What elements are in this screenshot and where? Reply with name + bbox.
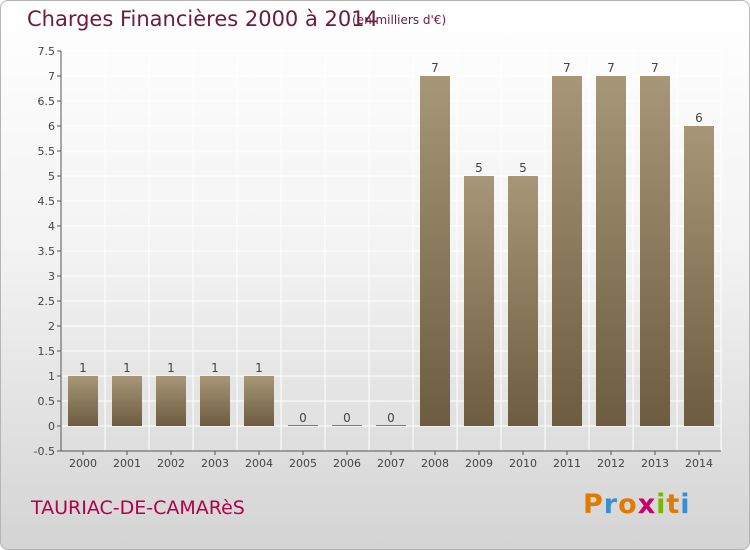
bar-2010[interactable] bbox=[508, 176, 538, 426]
x-tick-label: 2011 bbox=[553, 457, 581, 470]
y-tick-label: 4.5 bbox=[38, 195, 56, 208]
x-tick-label: 2012 bbox=[597, 457, 625, 470]
data-label: 7 bbox=[563, 61, 571, 75]
bar-2005[interactable] bbox=[288, 425, 318, 426]
proxiti-logo[interactable]: Proxiti bbox=[583, 489, 691, 520]
logo-letter: P bbox=[583, 489, 604, 520]
x-tick-label: 2009 bbox=[465, 457, 493, 470]
bar-2009[interactable] bbox=[464, 176, 494, 426]
logo-letter: o bbox=[618, 489, 638, 520]
x-tick-label: 2000 bbox=[69, 457, 97, 470]
y-tick-label: -0.5 bbox=[34, 445, 55, 458]
x-tick-label: 2014 bbox=[685, 457, 713, 470]
y-tick-label: 2 bbox=[48, 320, 55, 333]
data-label: 7 bbox=[607, 61, 615, 75]
y-tick-label: 7.5 bbox=[38, 45, 56, 58]
town-name: TAURIAC-DE-CAMARèS bbox=[31, 497, 245, 519]
chart-title: Charges Financières 2000 à 2014 bbox=[27, 7, 378, 31]
x-tick-label: 2013 bbox=[641, 457, 669, 470]
logo-letter: r bbox=[603, 489, 619, 520]
bar-2007[interactable] bbox=[376, 425, 406, 426]
y-tick-label: 7 bbox=[48, 70, 55, 83]
y-tick-label: 0 bbox=[48, 420, 55, 433]
y-tick-label: 5 bbox=[48, 170, 55, 183]
y-tick-label: 1.5 bbox=[38, 345, 56, 358]
x-tick-label: 2001 bbox=[113, 457, 141, 470]
x-tick-label: 2010 bbox=[509, 457, 537, 470]
bar-2003[interactable] bbox=[200, 376, 230, 426]
y-tick-label: 4 bbox=[48, 220, 55, 233]
data-label: 0 bbox=[343, 411, 351, 425]
x-tick-label: 2004 bbox=[245, 457, 273, 470]
x-tick-label: 2002 bbox=[157, 457, 185, 470]
logo-letter: t bbox=[666, 489, 681, 520]
logo-letter: x bbox=[637, 489, 657, 520]
bar-2014[interactable] bbox=[684, 126, 714, 426]
logo-letter: i bbox=[656, 489, 667, 520]
data-label: 1 bbox=[211, 361, 219, 375]
data-label: 1 bbox=[255, 361, 263, 375]
data-label: 0 bbox=[299, 411, 307, 425]
chart-subtitle: (en milliers d'€) bbox=[352, 13, 447, 27]
x-tick-label: 2005 bbox=[289, 457, 317, 470]
x-tick-label: 2003 bbox=[201, 457, 229, 470]
data-label: 5 bbox=[519, 161, 527, 175]
bar-2001[interactable] bbox=[112, 376, 142, 426]
y-tick-label: 2.5 bbox=[38, 295, 56, 308]
y-tick-label: 3.5 bbox=[38, 245, 56, 258]
data-label: 1 bbox=[167, 361, 175, 375]
bar-2013[interactable] bbox=[640, 76, 670, 426]
bar-2011[interactable] bbox=[552, 76, 582, 426]
data-label: 0 bbox=[387, 411, 395, 425]
data-label: 5 bbox=[475, 161, 483, 175]
bar-2012[interactable] bbox=[596, 76, 626, 426]
y-tick-label: 6.5 bbox=[38, 95, 56, 108]
data-label: 7 bbox=[651, 61, 659, 75]
x-tick-label: 2008 bbox=[421, 457, 449, 470]
y-tick-label: 0.5 bbox=[38, 395, 56, 408]
data-label: 1 bbox=[79, 361, 87, 375]
logo-letter: i bbox=[680, 489, 691, 520]
y-tick-label: 5.5 bbox=[38, 145, 56, 158]
y-tick-label: 3 bbox=[48, 270, 55, 283]
bar-2002[interactable] bbox=[156, 376, 186, 426]
data-label: 7 bbox=[431, 61, 439, 75]
x-tick-label: 2006 bbox=[333, 457, 361, 470]
bar-2006[interactable] bbox=[332, 425, 362, 426]
bar-2008[interactable] bbox=[420, 76, 450, 426]
bar-2004[interactable] bbox=[244, 376, 274, 426]
y-tick-label: 1 bbox=[48, 370, 55, 383]
bar-2000[interactable] bbox=[68, 376, 98, 426]
data-label: 1 bbox=[123, 361, 131, 375]
x-tick-label: 2007 bbox=[377, 457, 405, 470]
data-label: 6 bbox=[695, 111, 703, 125]
y-tick-label: 6 bbox=[48, 120, 55, 133]
